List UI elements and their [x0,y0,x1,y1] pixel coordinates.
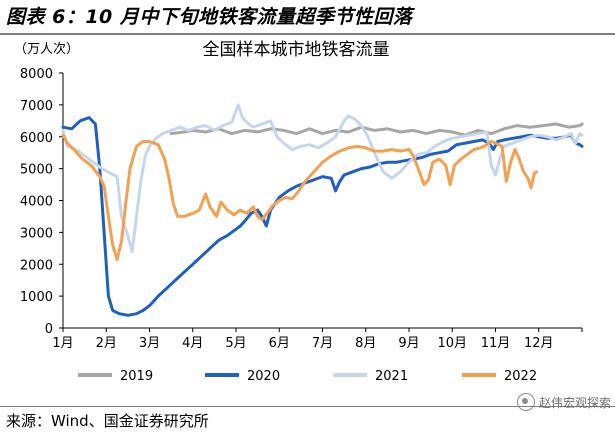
x-tick-label: 10月 [437,336,467,351]
y-axis-unit-label: （万人次） [14,41,79,57]
x-tick-label: 1月 [52,336,73,351]
y-tick-label: 8000 [20,67,53,82]
legend-label-2021: 2021 [375,369,408,384]
watermark: 赵伟宏观探索 [516,393,611,411]
y-tick-label: 3000 [20,226,53,241]
figure-title: 图表 6：10 月中下旬地铁客流量超季节性回落 [6,6,413,28]
x-tick-label: 12月 [524,336,554,351]
watermark-text: 赵伟宏观探索 [538,395,611,410]
x-tick-label: 4月 [182,336,203,351]
y-tick-label: 6000 [20,131,53,146]
x-tick-label: 9月 [398,336,419,351]
chart-title: 全国样本城市地铁客流量 [203,40,390,60]
x-tick-label: 8月 [355,336,376,351]
legend-label-2020: 2020 [247,369,280,384]
metro-ridership-chart: 全国样本城市地铁客流量 （万人次） 0 1000 2000 3000 4000 5000 600… [14,40,584,384]
series-line-2021 [61,103,584,253]
x-tick-label: 3月 [139,336,160,351]
y-tick-label: 4000 [20,195,53,210]
source-divider [0,406,615,407]
series-line-2019 [169,122,584,137]
series-line-2022 [61,133,539,261]
legend-label-2022: 2022 [504,369,537,384]
x-tick-label: 2月 [96,336,117,351]
x-tick-label: 7月 [312,336,333,351]
y-tick-label: 2000 [20,258,53,273]
y-tick-label: 5000 [20,163,53,178]
y-tick-label: 0 [45,322,53,337]
x-tick-label: 5月 [225,336,246,351]
x-tick-label: 11月 [481,336,511,351]
wechat-icon [516,393,535,411]
x-tick-label: 6月 [269,336,290,351]
y-tick-label: 1000 [20,290,53,305]
legend-label-2019: 2019 [120,369,153,384]
y-tick-label: 7000 [20,99,53,114]
title-divider [0,33,615,35]
source-note: 来源：Wind、国金证券研究所 [6,412,209,430]
